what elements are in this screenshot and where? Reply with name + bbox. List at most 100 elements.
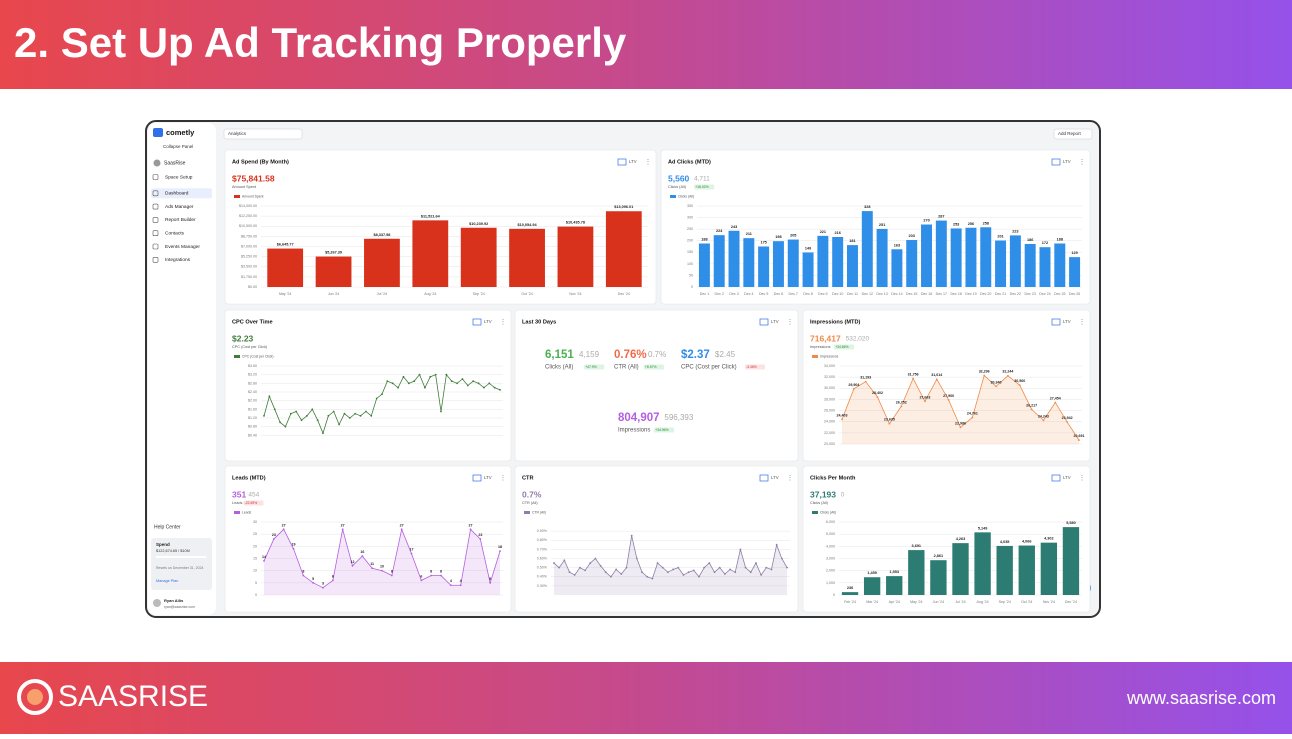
x-tick-label: Feb '24 xyxy=(844,600,856,604)
point xyxy=(268,395,271,398)
data-label: $10,239.92 xyxy=(469,222,488,226)
y-tick-label: 0.80% xyxy=(537,538,548,542)
ltv-toggle[interactable]: LTV xyxy=(1063,319,1071,324)
data-label: 5 xyxy=(489,577,491,581)
data-label: $5,267.39 xyxy=(325,251,342,255)
point xyxy=(912,377,914,380)
workspace[interactable]: SaasRise xyxy=(164,160,186,166)
point xyxy=(971,416,974,419)
y-tick-label: 0.40% xyxy=(537,575,548,579)
bar xyxy=(908,550,925,595)
footer-band xyxy=(0,662,1292,734)
manage-plan[interactable]: Manage Plan xyxy=(156,579,178,583)
legend-label: Impressions xyxy=(820,355,839,359)
summary-value: 351 xyxy=(232,489,246,499)
nav-item[interactable]: Ads Manager xyxy=(165,204,194,210)
summary-change: -22.69% xyxy=(245,501,258,505)
data-label: 203 xyxy=(909,234,915,238)
y-tick-label: 15 xyxy=(253,556,257,560)
y-tick-label: 250 xyxy=(687,227,693,231)
x-tick-label: Dec 17 xyxy=(936,292,947,296)
header-band xyxy=(0,0,1292,89)
point xyxy=(386,380,389,383)
y-tick-label: 32,000 xyxy=(824,375,835,379)
summary-compare: 0 xyxy=(841,492,845,499)
view-select-label: Analytics xyxy=(228,131,247,136)
data-label: 26,752 xyxy=(896,400,907,404)
point xyxy=(1030,408,1033,411)
card-title: Ad Spend (By Month) xyxy=(232,159,289,165)
bar xyxy=(315,256,352,287)
data-label: 18 xyxy=(498,545,502,549)
nav-item[interactable]: Space Setup xyxy=(165,174,193,180)
y-tick-label: 3,000 xyxy=(826,556,835,560)
data-label: 224 xyxy=(716,229,723,233)
data-label: 1,459 xyxy=(867,571,877,575)
point xyxy=(739,548,742,551)
ltv-toggle[interactable]: LTV xyxy=(484,319,492,324)
stat-value: 6,151 xyxy=(545,349,574,361)
add-report[interactable] xyxy=(1053,128,1093,140)
nav-icon xyxy=(152,256,159,263)
help-center[interactable]: Help Center xyxy=(154,524,181,530)
x-tick-label: Dec 14 xyxy=(891,292,902,296)
point xyxy=(370,414,373,417)
y-tick-label: 2,000 xyxy=(826,569,835,573)
point xyxy=(1078,439,1080,442)
point xyxy=(563,559,566,562)
bar xyxy=(980,227,992,287)
ltv-toggle[interactable]: LTV xyxy=(1063,159,1071,164)
point xyxy=(493,386,496,389)
point xyxy=(483,386,485,389)
data-label: 23 xyxy=(272,533,276,537)
nav-item[interactable]: Report Builder xyxy=(165,217,196,223)
card-menu: ⋮ xyxy=(787,320,793,326)
data-label: 27 xyxy=(400,523,404,527)
view-select[interactable] xyxy=(223,128,303,140)
bar xyxy=(267,248,304,287)
x-tick-label: Dec '24 xyxy=(1065,600,1077,604)
bar xyxy=(728,230,740,287)
stat-change: +47.9% xyxy=(585,365,597,369)
legend-swatch xyxy=(234,355,240,358)
nav-item[interactable]: Integrations xyxy=(165,257,191,263)
x-tick-label: Dec 9 xyxy=(818,292,827,296)
y-tick-label: $10,500.00 xyxy=(239,224,257,228)
nav-item[interactable]: Dashboard xyxy=(165,191,189,197)
bar xyxy=(557,226,594,287)
collapse-panel[interactable]: Collapse Panel xyxy=(163,144,193,149)
y-tick-label: 150 xyxy=(687,250,693,254)
nav-item[interactable]: Events Manager xyxy=(165,244,200,250)
change-badge xyxy=(694,184,715,190)
stat-value: $2.37 xyxy=(681,349,710,361)
point xyxy=(434,373,437,376)
legend-swatch xyxy=(812,355,818,358)
summary-value: 37,193 xyxy=(810,489,836,499)
point xyxy=(402,375,405,378)
bar xyxy=(698,243,710,287)
ltv-toggle[interactable]: LTV xyxy=(629,159,637,164)
legend-swatch xyxy=(524,511,530,514)
nav-icon xyxy=(152,203,159,210)
nav-item[interactable]: Contacts xyxy=(165,230,185,236)
ltv-toggle[interactable]: LTV xyxy=(771,319,779,324)
nav-icon xyxy=(152,190,159,197)
y-tick-label: 28,000 xyxy=(824,397,835,401)
ltv-toggle[interactable]: LTV xyxy=(484,475,492,480)
point xyxy=(430,574,433,577)
bar xyxy=(817,235,829,287)
summary-label: Clicks (All) xyxy=(810,501,829,505)
stat-compare: 596,393 xyxy=(664,413,693,422)
card-menu: ⋮ xyxy=(645,160,651,166)
data-label: 211 xyxy=(746,232,752,236)
point xyxy=(744,566,747,569)
ltv-toggle[interactable]: LTV xyxy=(1063,475,1071,480)
user-name: Ryan Allis xyxy=(164,598,184,603)
point xyxy=(322,432,324,435)
ltv-toggle[interactable]: LTV xyxy=(771,475,779,480)
y-tick-label: 25 xyxy=(253,532,257,536)
point xyxy=(852,387,855,390)
bar xyxy=(758,246,770,287)
point xyxy=(479,538,482,540)
